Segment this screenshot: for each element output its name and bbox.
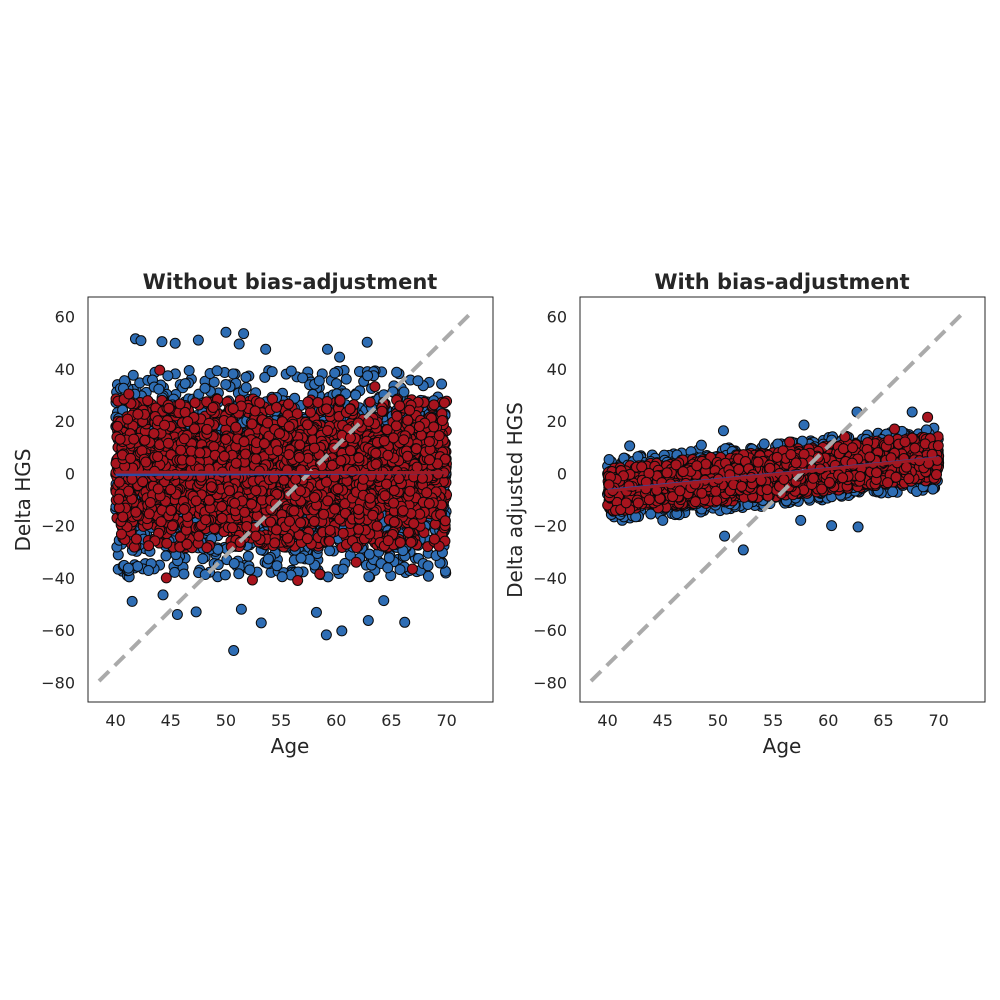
data-point <box>391 366 403 378</box>
data-point <box>135 335 147 347</box>
data-point <box>179 378 191 390</box>
data-point <box>262 553 274 565</box>
data-point <box>295 552 307 564</box>
data-point <box>157 589 169 601</box>
data-point <box>313 375 325 387</box>
data-point <box>238 328 250 340</box>
data-point <box>233 338 245 350</box>
data-point <box>228 557 240 569</box>
data-point <box>142 565 154 577</box>
data-point <box>390 420 402 432</box>
data-point <box>436 378 448 390</box>
data-point <box>336 625 348 637</box>
data-point <box>402 526 414 538</box>
data-point <box>169 337 181 349</box>
data-point <box>122 562 134 574</box>
data-point <box>337 563 349 575</box>
data-point <box>130 533 142 545</box>
data-point <box>329 367 341 379</box>
left-plot-title: Without bias-adjustment <box>143 270 438 294</box>
data-point <box>399 616 411 628</box>
data-point <box>304 406 316 418</box>
data-point <box>220 326 232 338</box>
data-point <box>266 366 278 378</box>
data-point <box>285 365 297 377</box>
data-point <box>394 564 406 576</box>
data-point <box>153 383 165 395</box>
data-point <box>192 334 204 346</box>
data-point <box>362 370 374 382</box>
data-point <box>156 336 168 348</box>
data-point <box>233 568 245 580</box>
data-point <box>378 595 390 607</box>
data-point <box>171 608 183 620</box>
data-point <box>228 645 240 657</box>
data-point <box>260 343 272 355</box>
data-point <box>321 343 333 355</box>
red-series <box>110 364 453 586</box>
data-point <box>183 365 195 377</box>
data-point <box>219 569 231 581</box>
data-point <box>178 568 190 580</box>
data-point <box>383 552 395 564</box>
data-point <box>412 375 424 387</box>
data-point <box>162 370 174 382</box>
data-point <box>362 614 374 626</box>
data-point <box>271 560 283 572</box>
data-point <box>310 606 322 618</box>
data-point <box>160 550 172 562</box>
data-point <box>364 396 376 408</box>
data-point <box>363 571 375 583</box>
data-point <box>394 400 406 412</box>
data-point <box>240 381 252 393</box>
data-point <box>422 560 434 572</box>
data-point <box>265 516 277 528</box>
data-point <box>361 336 373 348</box>
data-point <box>334 351 346 363</box>
data-point <box>227 368 239 380</box>
data-point <box>244 564 256 576</box>
data-point <box>189 397 201 409</box>
left-plot-area <box>97 313 471 683</box>
data-point <box>126 595 138 607</box>
data-point <box>190 606 202 618</box>
data-point <box>259 371 271 383</box>
data-point <box>276 571 288 583</box>
data-point <box>297 372 309 384</box>
data-point <box>308 515 320 527</box>
data-point <box>283 398 295 410</box>
data-point <box>235 603 247 615</box>
data-point <box>199 382 211 394</box>
left-plot-panel: Without bias-adjustment 40 45 50 55 60 65 70 −… <box>11 270 494 758</box>
data-point <box>363 548 375 560</box>
data-point <box>220 378 232 390</box>
data-point <box>211 365 223 377</box>
data-point <box>371 520 383 532</box>
data-point <box>350 389 362 401</box>
data-point <box>255 617 267 629</box>
data-point <box>320 629 332 641</box>
data-point <box>382 562 394 574</box>
data-point <box>340 373 352 385</box>
data-point <box>242 550 254 562</box>
data-point <box>197 553 209 565</box>
data-point <box>127 369 139 381</box>
data-point <box>291 408 303 420</box>
data-point <box>330 378 342 390</box>
data-point <box>240 371 252 383</box>
